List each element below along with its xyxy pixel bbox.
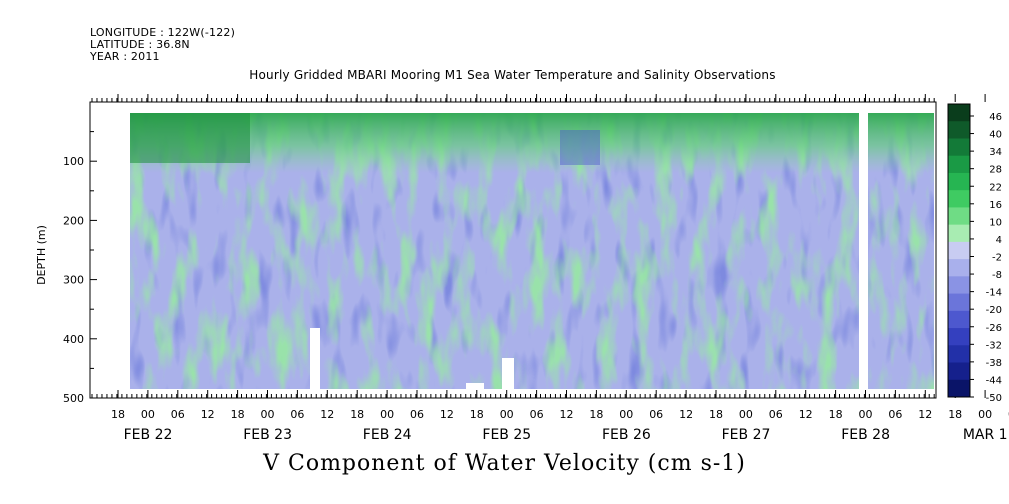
y-tick-label: 100 [63,155,84,168]
y-tick-label: 500 [63,392,84,405]
colorbar-label: -38 [986,358,1002,369]
colorbar-swatch [948,379,970,398]
x-tick-label: 06 [649,408,663,421]
x-tick-label: 18 [231,408,245,421]
x-date-label: FEB 27 [722,427,771,443]
colorbar-label: 46 [989,112,1002,123]
x-tick-label: 12 [320,408,334,421]
colorbar-label: 40 [989,130,1002,141]
x-date-label: FEB 23 [243,427,292,443]
colorbar-swatch [948,172,970,191]
x-tick-label: 12 [679,408,693,421]
longitude-label: LONGITUDE : 122W(-122) [90,26,236,39]
y-tick-label: 400 [63,333,84,346]
colorbar-label: -8 [992,270,1002,281]
colorbar-label: -20 [986,305,1002,316]
colorbar-swatch [948,155,970,174]
colorbar-swatch [948,362,970,381]
x-axis: 18 00 06 12 18 00 06 12 18 00 06 12 18 00 06 12 18 00 06 12… [91,94,1009,443]
y-axis: 100 200 300 400 500 [63,131,97,405]
colorbar-swatch [948,207,970,226]
colorbar-swatch [948,104,970,122]
x-tick-label: 18 [589,408,603,421]
x-date-label: FEB 25 [482,427,531,443]
latitude-label: LATITUDE : 36.8N [90,38,190,51]
colorbar-label: 28 [989,165,1002,176]
colorbar-swatch [948,190,970,208]
x-tick-label: 06 [769,408,783,421]
x-tick-label: 18 [350,408,364,421]
heatmap-area [130,113,934,389]
x-tick-label: 00 [261,408,275,421]
x-date-label: MAR 1 [963,427,1008,443]
x-tick-label: 00 [141,408,155,421]
x-tick-label: 00 [739,408,753,421]
colorbar-swatch [948,224,970,243]
colorbar-label: -26 [986,323,1002,334]
x-axis-title: V Component of Water Velocity (cm s-1) [263,451,746,476]
x-date-label: FEB 26 [602,427,651,443]
colorbar-swatch [948,259,970,277]
colorbar-label: -44 [986,375,1002,386]
x-tick-label: 06 [888,408,902,421]
colorbar-swatch [948,138,970,157]
x-tick-label: 06 [530,408,544,421]
x-tick-label: 12 [799,408,813,421]
x-tick-label: 00 [978,408,992,421]
colorbar-swatch [948,293,970,312]
x-tick-label: 12 [560,408,574,421]
colorbar-label: 4 [996,235,1002,246]
colorbar-label: -2 [992,253,1002,264]
y-tick-label: 300 [63,274,84,287]
year-label: YEAR : 2011 [90,50,160,63]
colorbar-label: -32 [986,340,1002,351]
colorbar-border [947,103,971,398]
x-tick-label: 00 [500,408,514,421]
x-date-label: FEB 28 [841,427,890,443]
x-tick-label: 18 [829,408,843,421]
colorbar-swatch [948,121,970,139]
x-date-label: FEB 22 [124,427,173,443]
colorbar-swatch [948,241,970,260]
chart-title: Hourly Gridded MBARI Mooring M1 Sea Wate… [249,68,776,82]
colorbar-label: 22 [989,182,1002,193]
x-tick-label: 00 [380,408,394,421]
x-tick-label: 12 [918,408,932,421]
x-tick-label: 06 [410,408,424,421]
y-tick-label: 200 [63,214,84,227]
x-tick-label: 18 [948,408,962,421]
colorbar-label: 16 [989,200,1002,211]
colorbar-swatch [948,345,970,364]
x-date-label: FEB 24 [363,427,412,443]
x-tick-label: 12 [201,408,215,421]
x-tick-label: 18 [709,408,723,421]
colorbar-label: -14 [986,288,1002,299]
colorbar-swatch [948,328,970,346]
x-tick-label: 12 [440,408,454,421]
colorbar-label: 10 [989,217,1002,228]
x-tick-label: 18 [470,408,484,421]
x-tick-label: 06 [290,408,304,421]
colorbar-swatch [948,276,970,295]
colorbar-label: -50 [986,393,1002,404]
colorbar: 46 40 34 28 22 16 10 4 -2 -8 -14 -20 -26 -32 -38 -44 -50 [947,103,1002,404]
colorbar-swatch [948,310,970,329]
x-tick-label: 00 [859,408,873,421]
x-tick-label: 06 [171,408,185,421]
colorbar-label: 34 [989,147,1002,158]
x-tick-label: 18 [111,408,125,421]
y-axis-title: DEPTH (m) [35,225,48,285]
x-tick-label: 00 [619,408,633,421]
